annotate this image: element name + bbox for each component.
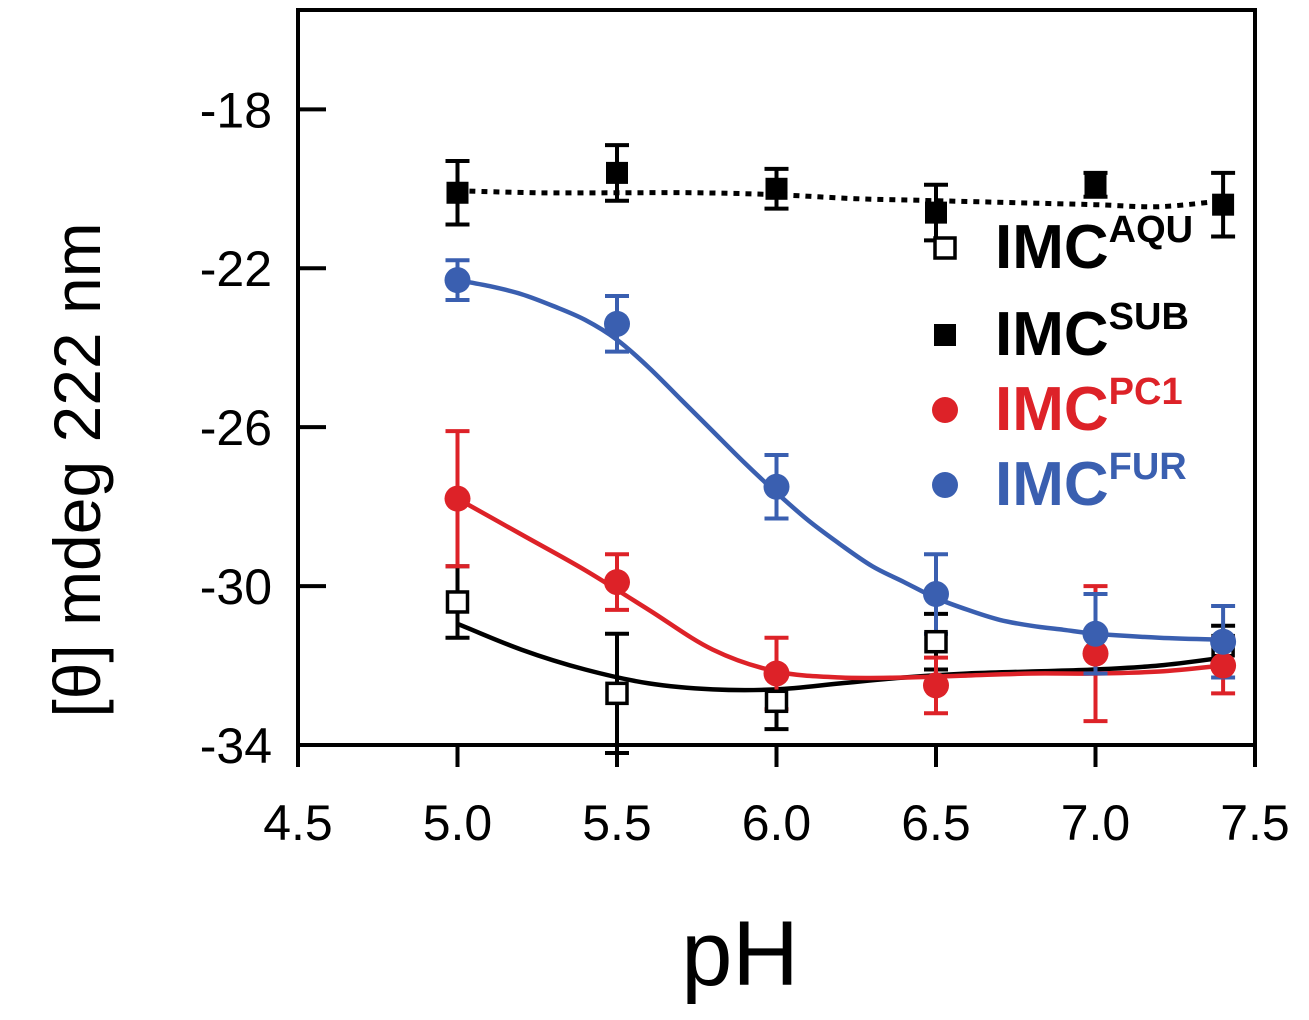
data-point-aqu <box>764 689 789 714</box>
data-point-fur <box>923 581 949 608</box>
x-tick-label: 7.5 <box>1220 795 1290 851</box>
fit-line-fur <box>457 277 1224 642</box>
y-tick-label: -26 <box>200 400 272 456</box>
x-tick-labels: 4.5 5.0 5.5 6.0 6.5 7.0 7.5 <box>263 795 1290 851</box>
legend-marker-aqu <box>933 236 957 260</box>
x-tick-label: 6.5 <box>901 795 971 851</box>
legend-name: IMC <box>995 450 1109 519</box>
data-markers <box>444 161 1237 714</box>
data-point-pc1 <box>604 569 630 596</box>
x-tick-label: 5.5 <box>582 795 652 851</box>
data-point-fur <box>1210 628 1237 655</box>
legend-label-aqu: IMCAQU <box>995 209 1193 282</box>
legend-marker-fur <box>932 472 958 498</box>
data-point-fur <box>444 267 471 294</box>
legend-label-sub: IMCSUB <box>995 296 1189 369</box>
data-point-sub <box>765 177 788 200</box>
legend-superscript: PC1 <box>1109 371 1183 413</box>
data-point-aqu <box>445 590 470 614</box>
x-tick-label: 4.5 <box>263 795 333 851</box>
legend-marker-sub <box>934 324 956 346</box>
y-tick-label: -22 <box>200 241 272 297</box>
y-tick-label: -30 <box>200 559 272 615</box>
data-point-sub <box>1084 173 1107 196</box>
x-tick-label: 5.0 <box>423 795 493 851</box>
x-tick-label: 7.0 <box>1061 795 1131 851</box>
data-point-sub <box>606 161 628 184</box>
y-axis-title: [θ] mdeg 222 nm <box>40 222 114 717</box>
data-point-fur <box>1082 620 1109 647</box>
legend-name: IMC <box>995 300 1109 369</box>
legend-name: IMC <box>995 375 1109 444</box>
data-point-pc1 <box>1210 652 1237 679</box>
data-point-aqu <box>605 681 629 706</box>
data-point-sub <box>925 201 947 224</box>
data-point-aqu <box>924 629 948 654</box>
legend-superscript: SUB <box>1109 296 1189 338</box>
x-axis-title: pH <box>681 903 799 1005</box>
legend-label-pc1: IMCPC1 <box>995 371 1183 444</box>
y-tick-label: -18 <box>200 82 272 138</box>
fit-line-pc1 <box>456 496 1224 681</box>
legend-marker-pc1 <box>932 397 958 423</box>
data-point-pc1 <box>444 485 471 512</box>
legend-name: IMC <box>995 213 1109 282</box>
data-point-fur <box>604 310 630 337</box>
x-tick-label: 6.0 <box>742 795 812 851</box>
data-point-pc1 <box>763 660 790 687</box>
data-point-pc1 <box>923 672 949 699</box>
legend-superscript: AQU <box>1109 209 1193 251</box>
fit-line-sub <box>457 188 1224 210</box>
data-point-pc1 <box>1082 640 1109 667</box>
legend-label-fur: IMCFUR <box>995 446 1187 519</box>
data-point-sub <box>446 181 469 204</box>
axis-ticks <box>296 107 1257 767</box>
data-point-sub <box>1212 193 1235 216</box>
legend-superscript: FUR <box>1109 446 1187 488</box>
y-tick-label: -34 <box>200 718 272 774</box>
data-point-fur <box>763 473 790 500</box>
y-tick-labels: -18 -22 -26 -30 -34 <box>200 82 272 774</box>
